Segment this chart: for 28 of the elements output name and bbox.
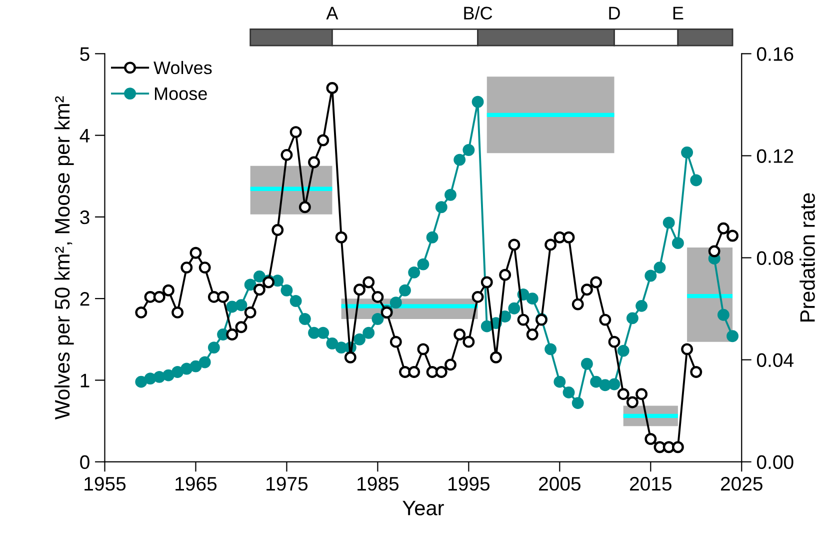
y-tick-label: 4 (80, 128, 90, 142)
x-tick-label: 1995 (448, 476, 490, 491)
y-axis-title: Wolves per 50 km², Moose per km² (54, 96, 74, 420)
text: A (326, 6, 338, 20)
y-tick-label: 3 (80, 210, 90, 224)
y-tick-label: 1 (80, 374, 90, 388)
x-tick-label: 1975 (266, 476, 308, 491)
y2-tick-label: 0.04 (756, 353, 794, 368)
x-tick-label: 2015 (630, 476, 672, 491)
y2-tick-label: 0.16 (756, 47, 794, 61)
x-axis-title: Year (402, 500, 444, 516)
x-tick-label: 1985 (358, 476, 399, 491)
legend-label: Wolves (154, 60, 212, 74)
y-tick-label: 5 (80, 47, 90, 61)
y2-tick-label: 0.08 (756, 251, 794, 265)
y2-tick-label: 0.00 (756, 455, 794, 470)
x-tick-label: 1965 (176, 476, 217, 491)
legend-label: Moose (154, 87, 207, 100)
y2-tick-label: 0.12 (756, 149, 794, 163)
text: E (673, 6, 684, 20)
x-tick-label: 1955 (84, 476, 126, 491)
y2-axis-title: Predation rate (800, 193, 815, 322)
y-tick-label: 2 (80, 292, 90, 306)
text: D (609, 6, 620, 20)
x-tick-label: 2025 (720, 476, 762, 491)
x-tick-label: 2005 (539, 476, 580, 491)
text: B/C (464, 6, 492, 20)
y-tick-label: 0 (80, 455, 90, 470)
